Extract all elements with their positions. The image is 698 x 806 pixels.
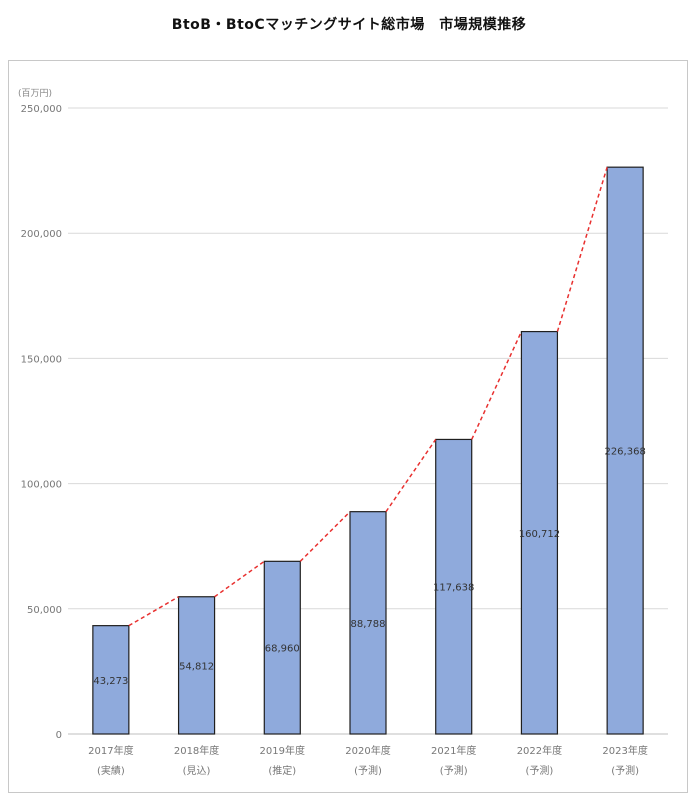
x-tick-label: 2019年度 [260, 744, 305, 757]
x-tick-label: 2017年度 [88, 744, 133, 757]
bar [435, 438, 473, 735]
x-tick-label: 2020年度 [345, 744, 390, 757]
y-tick-label: 200,000 [21, 229, 62, 240]
x-tick-sublabel: (予測) [611, 764, 639, 777]
x-tick-sublabel: (予測) [526, 764, 554, 777]
bar [349, 511, 387, 735]
bar-value-label: 54,812 [179, 661, 214, 672]
x-tick-label: 2022年度 [517, 744, 562, 757]
x-tick-label: 2018年度 [174, 744, 219, 757]
bar [263, 560, 301, 735]
x-tick-sublabel: (見込) [183, 765, 211, 777]
bar-value-label: 160,712 [519, 529, 560, 540]
x-tick-label: 2021年度 [431, 744, 476, 757]
bar-value-label: 117,638 [433, 583, 474, 594]
bar [520, 330, 559, 735]
y-unit-label: (百万円) [18, 88, 52, 99]
x-tick-sublabel: (予測) [440, 764, 468, 777]
bar [177, 596, 216, 735]
y-tick-label: 0 [56, 730, 62, 741]
bar-value-label: 43,273 [93, 676, 128, 687]
bar-value-label: 226,368 [604, 447, 645, 458]
bar-value-label: 88,788 [351, 619, 386, 630]
y-tick-label: 50,000 [27, 605, 62, 616]
y-tick-label: 150,000 [21, 354, 62, 365]
y-tick-label: 100,000 [21, 480, 62, 491]
trend-line [128, 166, 608, 627]
bar [606, 166, 644, 735]
y-tick-label: 250,000 [21, 104, 62, 115]
chart-frame [8, 60, 688, 793]
x-tick-sublabel: (実績) [97, 764, 125, 777]
x-tick-label: 2023年度 [602, 744, 647, 757]
x-tick-sublabel: (予測) [354, 764, 382, 777]
chart-title: BtoB・BtoCマッチングサイト総市場 市場規模推移 [171, 17, 527, 33]
x-tick-sublabel: (推定) [268, 764, 296, 777]
bar-value-label: 68,960 [265, 644, 300, 655]
bar [92, 625, 130, 735]
